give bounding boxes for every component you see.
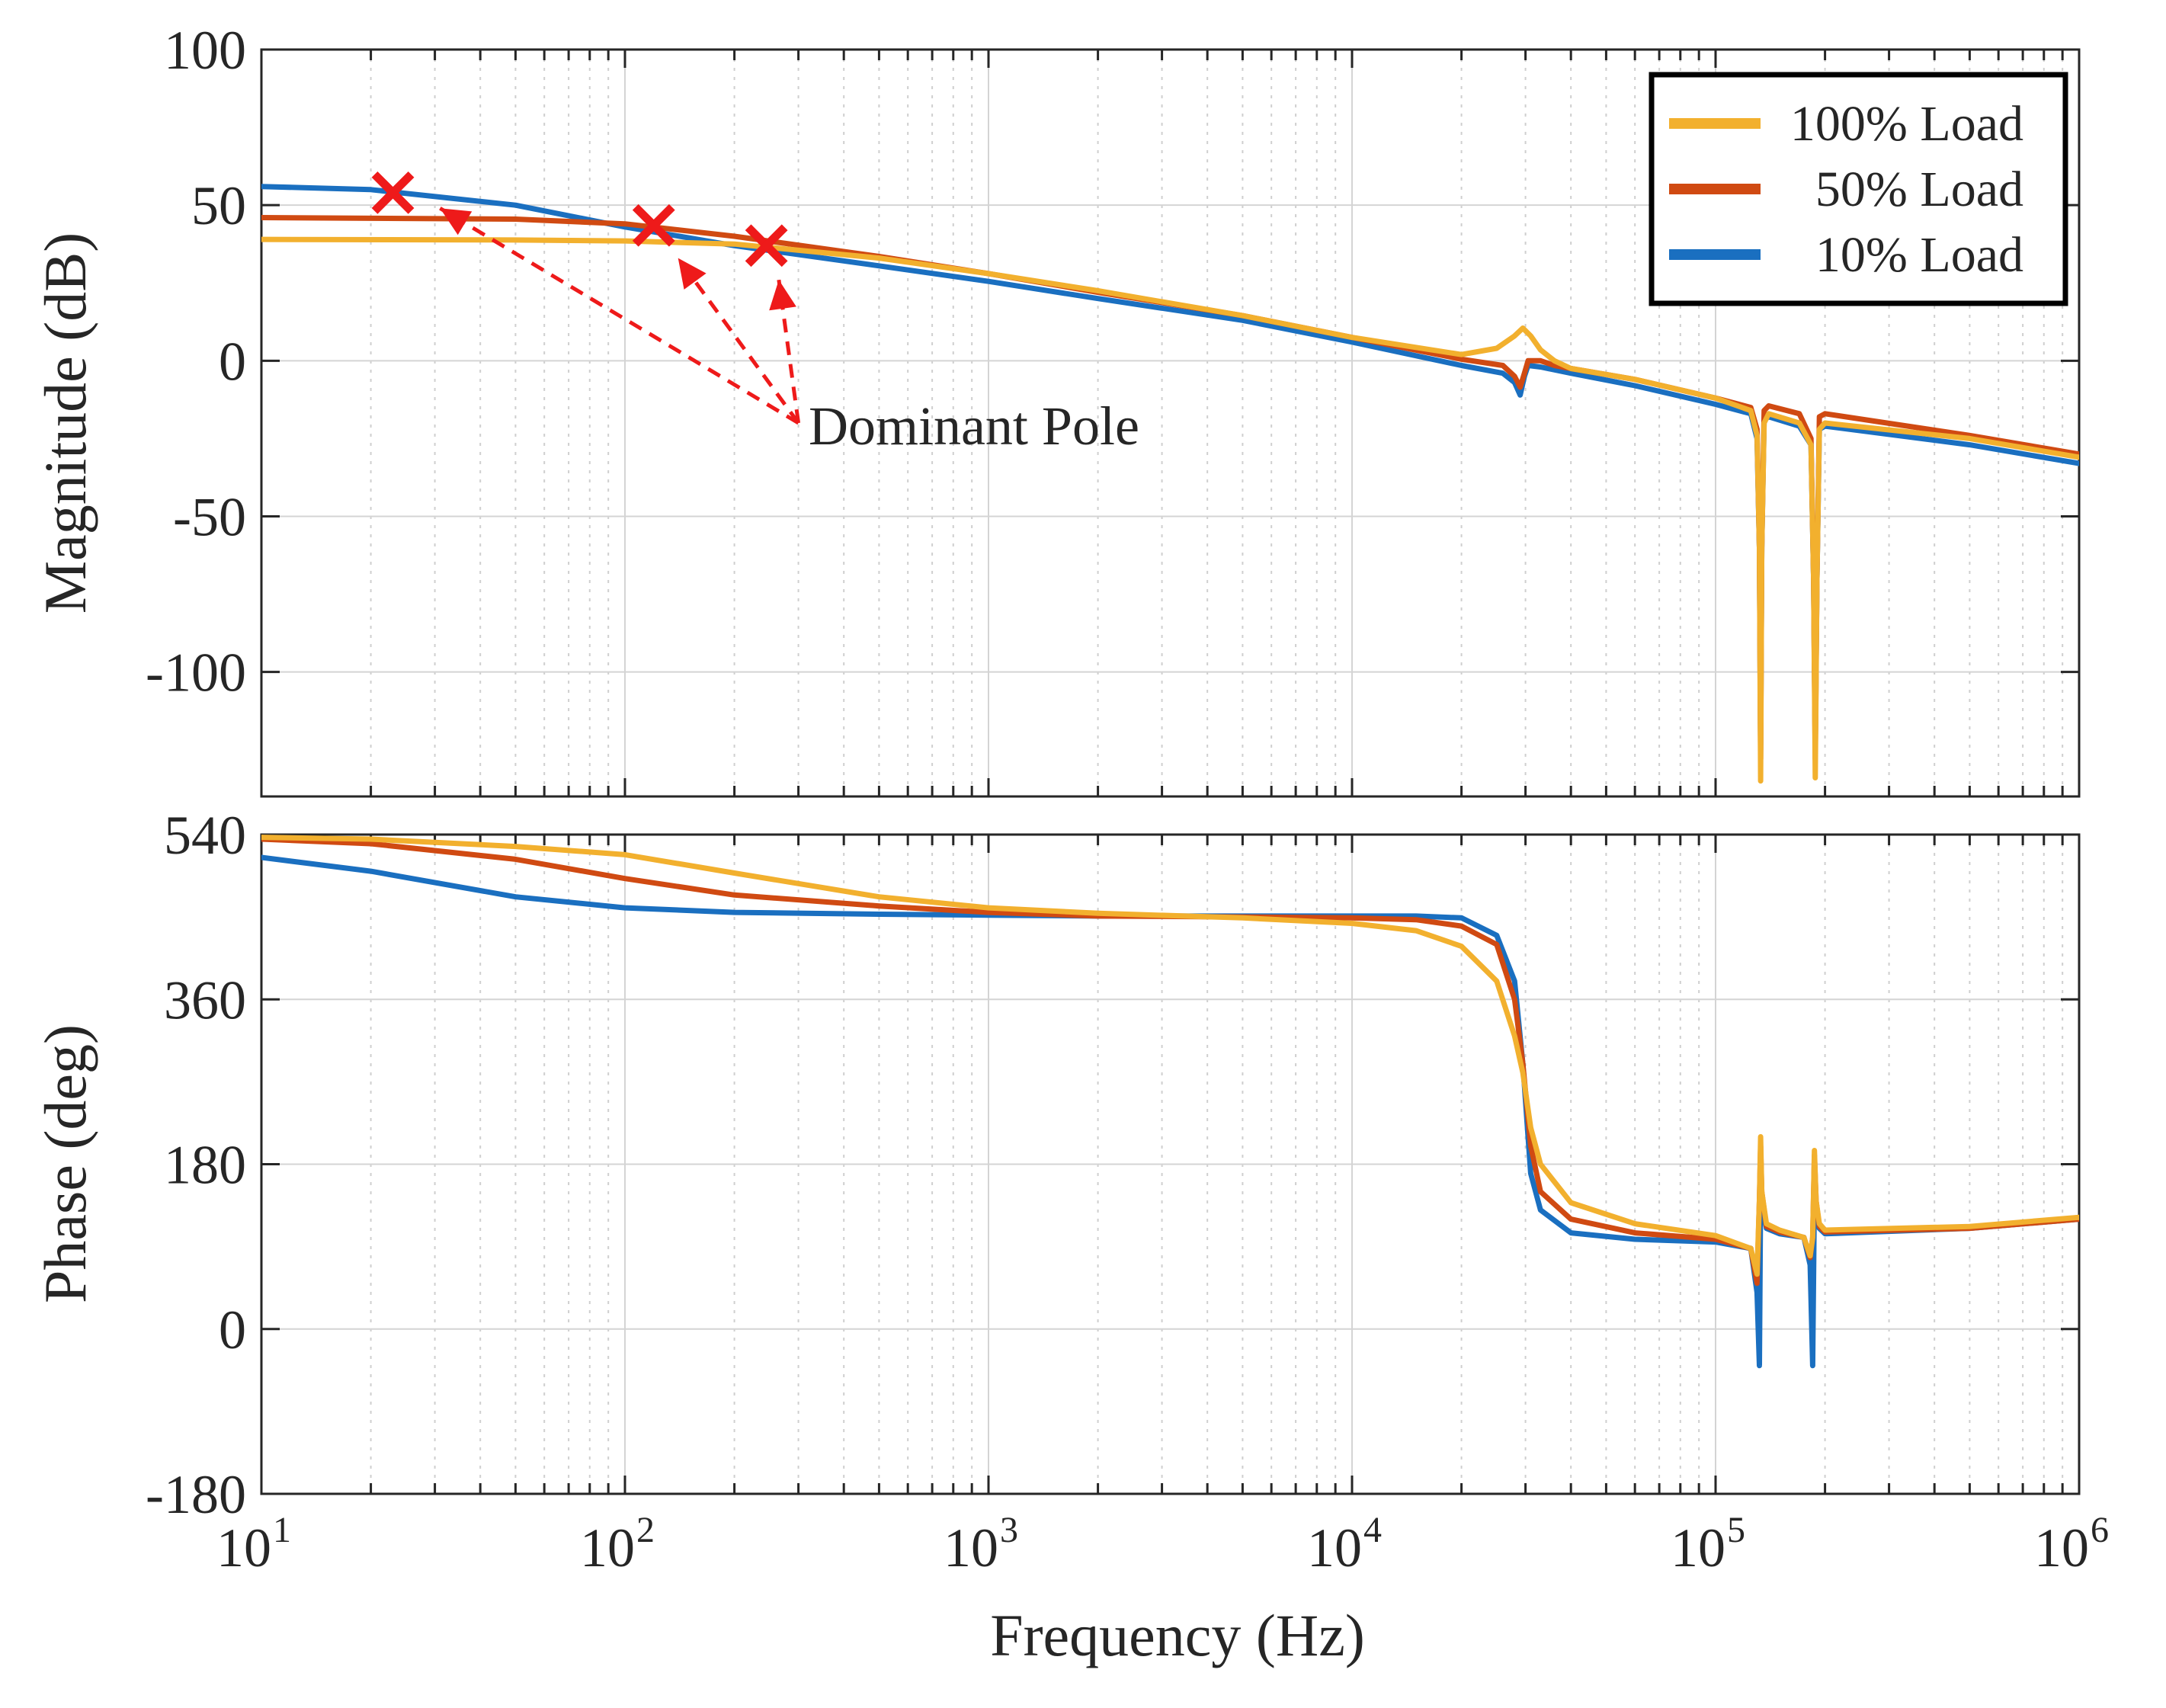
- x-tick-label: 102: [580, 1510, 655, 1578]
- y-tick-label: 0: [219, 331, 246, 392]
- y-tick-label: -180: [146, 1464, 246, 1525]
- phase-grid: [261, 835, 2079, 1494]
- marker-stroke: [745, 224, 788, 268]
- legend-label: 100% Load: [1790, 96, 2023, 152]
- annotation-arrow-line: [439, 207, 799, 425]
- y-tick-label: 50: [191, 175, 246, 236]
- legend-label: 50% Load: [1802, 162, 2023, 217]
- dominant-pole-marker: [632, 203, 675, 247]
- phase-y-ticks: 540 360 180 0 -180: [146, 805, 2079, 1525]
- series-line-100-load: [261, 236, 2079, 784]
- legend-entries: 100% Load 50% Load 10% Load: [1669, 96, 2023, 283]
- y-tick-label: 180: [164, 1135, 246, 1196]
- y-tick-label: 360: [164, 969, 246, 1030]
- magnitude-panel: 100 50 0 -50 -100 Dominant Pole Magnitude (d…: [32, 20, 2081, 798]
- annotation-arrow-head: [769, 280, 796, 311]
- dominant-pole-marker: [745, 224, 788, 268]
- series-line-10-load: [261, 854, 2079, 1369]
- x-tick-label: 106: [2034, 1510, 2109, 1578]
- y-tick-label: -50: [173, 487, 246, 548]
- marker-stroke: [371, 171, 415, 214]
- x-tick-label: 104: [1307, 1510, 1382, 1578]
- x-axis-label: Frequency (Hz): [990, 1602, 1365, 1668]
- y-tick-label: -100: [146, 643, 246, 703]
- marker-stroke: [632, 203, 675, 247]
- dominant-pole-marker: [371, 171, 415, 214]
- magnitude-grid: [261, 50, 2079, 796]
- annotation-text: Dominant Pole: [809, 396, 1139, 457]
- y-tick-label: 100: [164, 20, 246, 81]
- magnitude-axes-frame: [260, 48, 2081, 798]
- x-tick-label: 103: [944, 1510, 1018, 1578]
- magnitude-y-axis-label: Magnitude (dB): [32, 232, 98, 614]
- annotation-arrow-head: [440, 208, 473, 236]
- dominant-pole-markers: [371, 171, 788, 268]
- magnitude-y-ticks: 100 50 0 -50 -100: [146, 20, 2079, 703]
- annotation-arrow-line: [676, 257, 800, 425]
- y-tick-label: 540: [164, 805, 246, 866]
- y-tick-label: 0: [219, 1299, 246, 1360]
- magnitude-series-lines: [261, 184, 2079, 784]
- phase-series-lines: [261, 835, 2079, 1369]
- phase-y-axis-label: Phase (deg): [32, 1024, 98, 1303]
- x-tick-label: 101: [216, 1510, 291, 1578]
- series-line-100-load: [261, 835, 2079, 1277]
- x-tick-label: 105: [1671, 1510, 1745, 1578]
- phase-x-ticks: 101 102 103 104 105 106: [216, 835, 2109, 1578]
- annotation-arrow-head: [678, 258, 707, 290]
- dominant-pole-annotation: Dominant Pole: [439, 207, 1139, 457]
- legend-label: 10% Load: [1802, 227, 2023, 283]
- magnitude-x-tickmarks: [370, 50, 2064, 796]
- legend: 100% Load 50% Load 10% Load: [1649, 72, 2068, 306]
- phase-panel: 101 102 103 104 105 106 540 360 180 0 -180 Phase …: [32, 805, 2109, 1668]
